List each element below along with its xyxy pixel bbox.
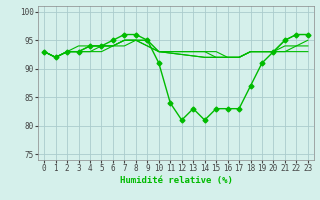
X-axis label: Humidité relative (%): Humidité relative (%) bbox=[120, 176, 232, 185]
